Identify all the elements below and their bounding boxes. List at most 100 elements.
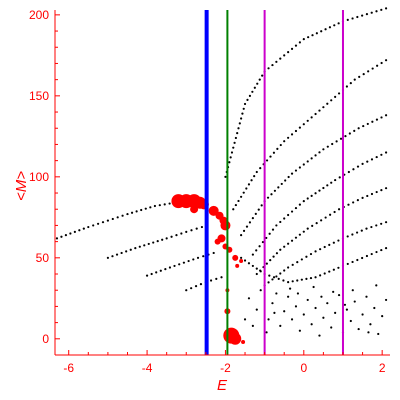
- data-point: [240, 195, 243, 198]
- data-point: [314, 276, 317, 279]
- data-point: [371, 67, 374, 70]
- data-point: [330, 181, 333, 184]
- data-point: [302, 123, 305, 126]
- data-point: [351, 17, 354, 20]
- data-point: [294, 169, 298, 172]
- x-tick-label: 0: [300, 361, 307, 375]
- data-point: [283, 245, 286, 248]
- data-point: [328, 243, 331, 246]
- data-point: [202, 255, 205, 258]
- data-point: [370, 11, 373, 14]
- data-point: [351, 233, 354, 236]
- data-point: [271, 228, 275, 231]
- data-point: [242, 107, 245, 110]
- data-point: [326, 184, 329, 187]
- data-point: [236, 131, 239, 135]
- data-point: [158, 204, 161, 207]
- data-point: [330, 99, 333, 102]
- data-point: [302, 200, 305, 203]
- data-point: [310, 323, 313, 326]
- data-point: [87, 225, 90, 229]
- data-point: [337, 266, 340, 269]
- data-point: [265, 236, 268, 240]
- data-point: [314, 306, 317, 310]
- data-point: [230, 151, 234, 154]
- data-point: [271, 302, 274, 305]
- data-point: [275, 275, 278, 278]
- data-point: [259, 289, 262, 292]
- data-point: [215, 277, 218, 280]
- data-point: [247, 297, 251, 300]
- data-point: [190, 287, 193, 290]
- data-point: [267, 318, 270, 321]
- data-point: [242, 191, 245, 194]
- data-point: [320, 219, 323, 222]
- data-point: [337, 208, 341, 211]
- data-point: [243, 318, 247, 321]
- data-point: [106, 256, 109, 259]
- data-point: [279, 248, 282, 251]
- data-point: [271, 278, 274, 281]
- data-point: [268, 274, 271, 277]
- y-tick-label: 150: [29, 89, 49, 103]
- data-point: [380, 189, 383, 192]
- data-point: [384, 59, 388, 62]
- data-point: [370, 192, 374, 196]
- data-point: [287, 281, 290, 284]
- data-point: [332, 268, 335, 271]
- data-point: [175, 234, 178, 237]
- data-point: [310, 116, 313, 119]
- data-point: [375, 10, 378, 13]
- data-point: [375, 284, 378, 287]
- data-point: [143, 244, 146, 247]
- data-point: [371, 120, 374, 123]
- data-point: [255, 308, 258, 311]
- data-point: [315, 222, 318, 225]
- y-tick-label: 200: [29, 8, 49, 22]
- data-point: [294, 129, 298, 133]
- data-point: [275, 224, 278, 227]
- data-point: [294, 305, 298, 308]
- data-point: [135, 210, 138, 213]
- data-point: [337, 22, 340, 25]
- data-point: [375, 224, 378, 227]
- data-point: [324, 28, 327, 31]
- data-point: [305, 255, 308, 258]
- data-point: [283, 140, 286, 143]
- data-point: [270, 193, 273, 196]
- data-point: [106, 219, 109, 222]
- y-axis-title: <M>: [13, 171, 30, 201]
- data-point: [101, 221, 105, 224]
- data-point: [279, 220, 282, 224]
- data-point: [248, 221, 252, 224]
- data-point: [318, 151, 321, 154]
- data-point: [253, 86, 256, 89]
- data-point: [78, 229, 81, 232]
- data-point: [280, 182, 283, 186]
- data-point: [330, 326, 333, 329]
- data-point: [305, 277, 308, 280]
- data-point: [283, 310, 286, 313]
- data-point: [265, 159, 269, 162]
- data-point: [69, 232, 72, 235]
- data-point: [311, 34, 314, 37]
- data-point: [243, 259, 247, 262]
- data-point: [335, 140, 338, 143]
- data-point: [259, 270, 262, 273]
- data-point: [287, 242, 290, 245]
- data-point: [380, 116, 383, 119]
- data-point: [333, 24, 336, 27]
- data-point: [337, 293, 341, 297]
- data-point: [322, 316, 325, 319]
- data-point: [356, 199, 359, 202]
- data-point: [287, 266, 290, 269]
- data-point: [352, 201, 355, 204]
- data-point: [159, 269, 162, 272]
- data-point: [173, 264, 176, 268]
- data-point: [291, 263, 294, 266]
- data-point: [357, 127, 360, 130]
- data-point: [294, 206, 298, 210]
- data-point: [257, 208, 260, 211]
- data-point: [251, 264, 254, 268]
- data-point: [310, 157, 313, 160]
